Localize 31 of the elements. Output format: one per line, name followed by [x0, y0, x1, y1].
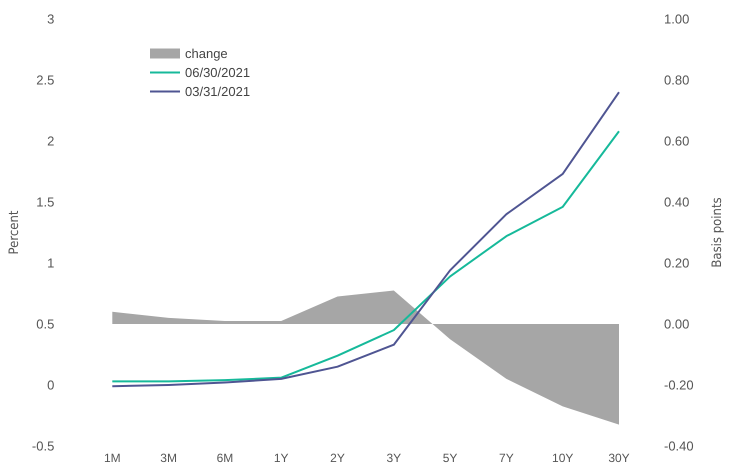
legend-label: 03/31/2021: [185, 84, 250, 99]
x-tick-label: 3Y: [386, 451, 402, 465]
y-tick-label: 0.5: [36, 316, 54, 332]
y-tick-label: -0.5: [32, 438, 54, 454]
y-axis-title: Percent: [7, 210, 22, 254]
x-tick-label: 3M: [160, 451, 177, 465]
x-tick-label: 30Y: [608, 451, 630, 465]
y2-tick-label: 0.80: [664, 72, 690, 88]
y2-axis-title: Basis points: [710, 197, 725, 268]
legend-label: 06/30/2021: [185, 65, 250, 80]
y-tick-label: 3: [47, 12, 54, 26]
y-tick-label: 1.5: [36, 194, 54, 210]
x-tick-label: 2Y: [330, 451, 345, 465]
y2-tick-label: 0.00: [664, 316, 690, 332]
x-tick-label: 6M: [216, 451, 234, 465]
legend-label: change: [185, 46, 228, 61]
y-tick-label: 1: [47, 256, 54, 270]
x-tick-label: 10Y: [552, 451, 574, 465]
y-tick-label: 2.5: [36, 72, 54, 88]
y2-tick-label: -0.40: [664, 438, 694, 454]
x-tick-label: 5Y: [442, 451, 458, 465]
y2-tick-label: -0.20: [664, 378, 694, 392]
y2-tick-label: 0.60: [664, 134, 690, 148]
y2-tick-label: 1.00: [664, 12, 690, 26]
y-tick-label: 0: [47, 378, 54, 392]
x-tick-label: 1Y: [274, 451, 289, 465]
y2-tick-label: 0.40: [664, 194, 690, 210]
y-tick-label: 2: [47, 134, 54, 148]
x-tick-label: 1M: [104, 451, 121, 465]
y2-tick-label: 0.20: [664, 256, 690, 270]
x-tick-label: 7Y: [499, 451, 514, 465]
